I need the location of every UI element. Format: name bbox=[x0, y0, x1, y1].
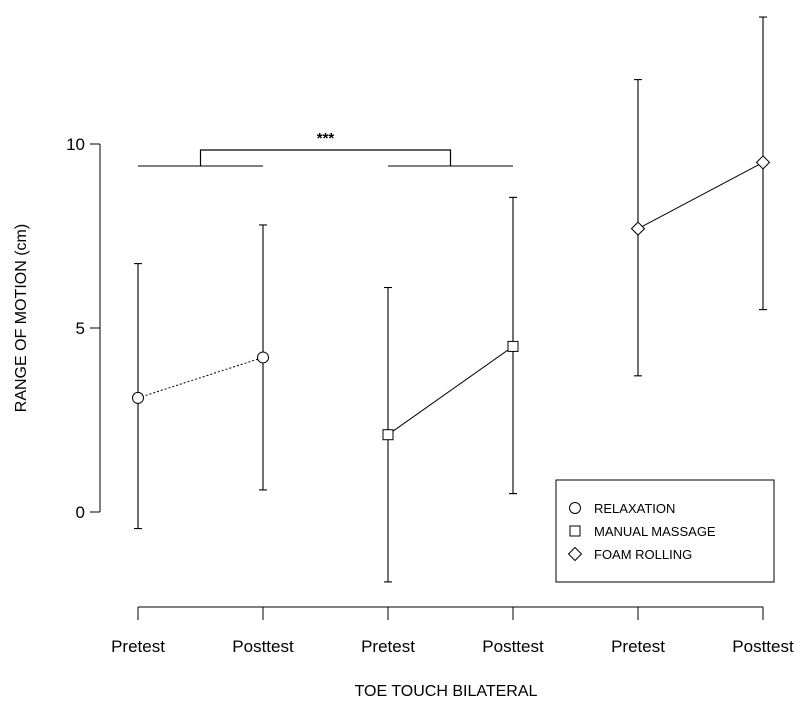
data-point bbox=[132, 391, 144, 404]
x-tick-label: Pretest bbox=[111, 637, 165, 656]
y-tick-label: 10 bbox=[66, 135, 85, 154]
bracket-line bbox=[199, 149, 452, 166]
legend-marker bbox=[569, 525, 581, 537]
data-point bbox=[507, 340, 519, 352]
legend: RELAXATION MANUAL MASSAGE FOAM ROLLING bbox=[555, 479, 775, 583]
data-point bbox=[630, 221, 646, 236]
y-tick-label: 0 bbox=[76, 503, 85, 522]
y-tick-label: 5 bbox=[76, 319, 85, 338]
plot-area bbox=[132, 16, 771, 583]
series-line bbox=[387, 345, 514, 436]
series-line bbox=[137, 356, 264, 399]
significance-label: *** bbox=[317, 130, 335, 147]
legend-label: MANUAL MASSAGE bbox=[594, 524, 716, 539]
x-axis-label: TOE TOUCH BILATERAL bbox=[355, 683, 538, 700]
x-tick-label: Posttest bbox=[732, 637, 794, 656]
series-line bbox=[637, 161, 764, 230]
series-relaxation bbox=[132, 224, 269, 530]
x-tick-label: Pretest bbox=[361, 637, 415, 656]
x-tick-label: Posttest bbox=[232, 637, 294, 656]
legend-label: RELAXATION bbox=[594, 501, 675, 516]
data-point bbox=[257, 351, 269, 364]
legend-marker bbox=[569, 502, 581, 514]
data-point bbox=[755, 155, 771, 170]
axes: 0 5 10 Pretest Posttest Pretest Posttest Pretes… bbox=[66, 135, 794, 656]
x-tick-label: Pretest bbox=[611, 637, 665, 656]
legend-label: FOAM ROLLING bbox=[594, 547, 692, 562]
series-foam-rolling bbox=[630, 16, 771, 377]
legend-box bbox=[555, 479, 775, 583]
legend-marker bbox=[567, 546, 583, 562]
series-manual-massage bbox=[382, 196, 519, 583]
x-tick-label: Posttest bbox=[482, 637, 544, 656]
significance-annotation: *** bbox=[138, 130, 513, 167]
data-point bbox=[382, 429, 394, 441]
y-axis-label: RANGE OF MOTION (cm) bbox=[13, 224, 30, 412]
